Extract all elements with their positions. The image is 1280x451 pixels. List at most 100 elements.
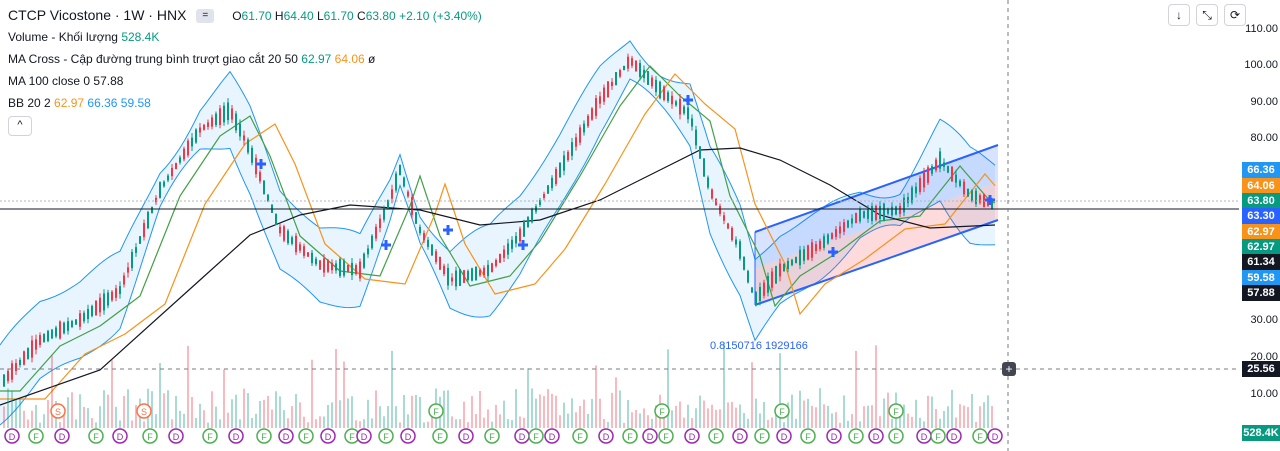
ma-cross-marker — [443, 225, 453, 235]
candle-body — [579, 127, 581, 143]
volume-bar — [591, 398, 593, 428]
candle-body — [883, 203, 885, 221]
event-marker-label: D — [405, 432, 412, 442]
event-marker-icon — [400, 428, 416, 444]
candle-body — [75, 319, 77, 325]
candle-body — [671, 95, 673, 105]
volume-bar — [863, 406, 865, 428]
channel-lower-fill — [755, 182, 998, 305]
event-marker-icon — [432, 428, 448, 444]
volume-bar — [935, 409, 937, 428]
candle-body — [47, 330, 49, 342]
volume-bar — [763, 402, 765, 428]
volume-bar — [855, 350, 857, 428]
volume-bar — [203, 410, 205, 428]
volume-bar — [99, 406, 101, 428]
event-marker-label: D — [361, 432, 368, 442]
candle-body — [403, 177, 405, 187]
legend-ma-cross[interactable]: MA Cross - Cập đường trung bình trượt gi… — [8, 52, 376, 66]
volume-bar — [215, 406, 217, 428]
volume-bar — [607, 421, 609, 428]
event-marker-label: D — [463, 432, 470, 442]
minus-icon[interactable]: = — [196, 9, 215, 24]
price-tick: 90.00 — [1250, 96, 1278, 108]
volume-bar — [675, 405, 677, 428]
volume-bar — [959, 404, 961, 428]
candle-body — [335, 263, 337, 271]
price-badge: 61.34 — [1242, 254, 1280, 270]
regression-label: 0.8150716 1929166 — [710, 340, 808, 352]
candle-body — [867, 209, 869, 219]
volume-bar — [59, 422, 61, 428]
event-marker-icon — [278, 428, 294, 444]
change-value: +2.10 (+3.40%) — [399, 9, 482, 23]
candle-body — [747, 270, 749, 283]
candle-body — [39, 335, 41, 345]
event-marker-label: F — [759, 432, 765, 442]
candle-body — [603, 87, 605, 102]
candle-body — [51, 329, 53, 339]
candle-body — [551, 177, 553, 189]
candle-body — [119, 286, 121, 294]
candle-body — [135, 247, 137, 253]
event-marker-icon — [972, 428, 988, 444]
volume-bar — [715, 409, 717, 428]
volume-bar — [871, 405, 873, 428]
price-tick: 80.00 — [1250, 132, 1278, 144]
volume-bar — [571, 398, 573, 428]
legend-volume[interactable]: Volume - Khối lượng 528.4K — [8, 30, 160, 44]
candle-body — [727, 223, 729, 229]
candle-body — [647, 71, 649, 85]
candle-body — [699, 146, 701, 159]
candle-body — [927, 167, 929, 183]
candle-body — [843, 222, 845, 232]
ma100-line — [0, 147, 996, 406]
price-badge: 59.58 — [1242, 270, 1280, 286]
event-marker-icon — [868, 428, 884, 444]
volume-bar — [115, 406, 117, 428]
candle-body — [247, 139, 249, 153]
event-marker-label: D — [831, 432, 838, 442]
candle-body — [227, 102, 229, 121]
legend-ma100[interactable]: MA 100 close 0 57.88 — [8, 74, 124, 88]
candle-body — [451, 277, 453, 282]
candle-body — [475, 266, 477, 281]
candle-body — [339, 258, 341, 277]
candle-body — [127, 267, 129, 273]
price-badge: 63.80 — [1242, 193, 1280, 209]
candle-body — [975, 190, 977, 205]
expand-icon[interactable]: ⤡ — [1196, 4, 1218, 26]
candle-body — [391, 189, 393, 199]
candle-body — [3, 374, 5, 387]
volume-bar — [143, 421, 145, 428]
legend-bb[interactable]: BB 20 2 62.97 66.36 59.58 — [8, 96, 151, 110]
price-tick: 10.00 — [1250, 388, 1278, 400]
event-marker-icon — [202, 428, 218, 444]
symbol-title[interactable]: CTCP Vicostone · 1W · HNX — [8, 7, 187, 23]
price-axis[interactable]: 110.00100.0090.0080.0070.0060.0050.0040.… — [1239, 0, 1280, 451]
candle-body — [627, 56, 629, 69]
volume-bar — [11, 390, 13, 428]
arrow-down-icon[interactable]: ↓ — [1168, 4, 1190, 26]
volume-bar — [971, 394, 973, 428]
volume-bar — [695, 408, 697, 428]
volume-bar — [135, 405, 137, 428]
collapse-legend-button[interactable]: ^ — [8, 116, 32, 136]
volume-bar — [511, 420, 513, 428]
plus-icon[interactable]: + — [1002, 362, 1016, 376]
candle-body — [683, 106, 685, 114]
volume-bar — [387, 406, 389, 428]
refresh-icon[interactable]: ⟳ — [1224, 4, 1246, 26]
event-marker-label: F — [383, 432, 389, 442]
volume-bar — [619, 390, 621, 428]
candle-body — [199, 127, 201, 133]
candle-body — [407, 191, 409, 197]
event-marker-icon — [228, 428, 244, 444]
top-toolbar: ↓ ⤡ ⟳ — [1168, 4, 1246, 26]
event-marker-icon — [28, 428, 44, 444]
volume-bar — [719, 409, 721, 428]
candle-body — [379, 218, 381, 229]
volume-bar — [31, 410, 33, 428]
candle-body — [387, 199, 389, 210]
